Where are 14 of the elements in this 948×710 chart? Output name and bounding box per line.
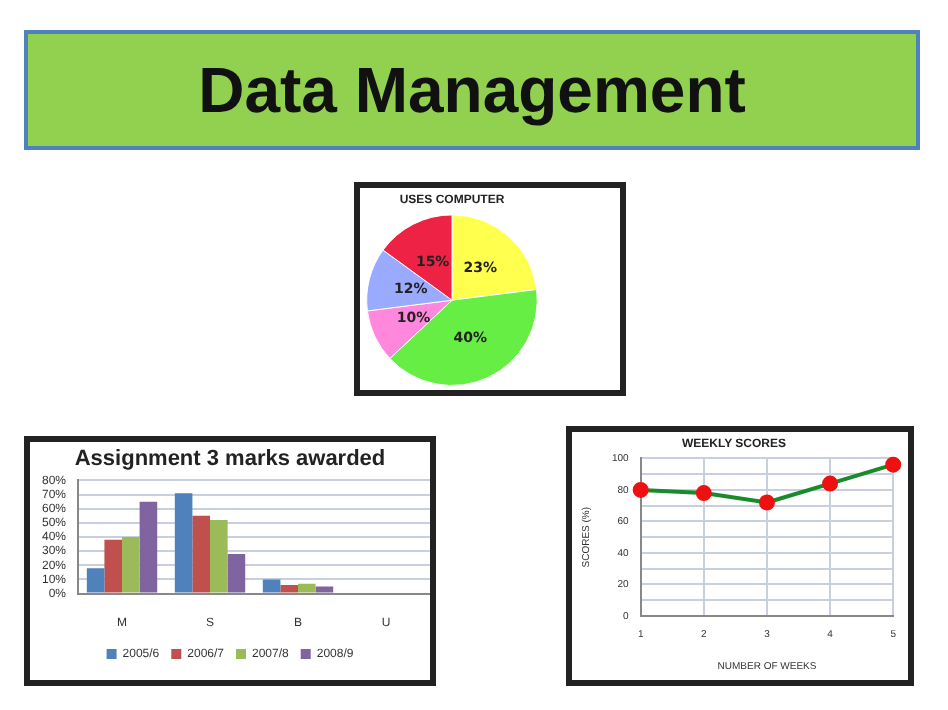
bar <box>104 539 123 593</box>
bar <box>262 579 281 593</box>
bar <box>139 501 158 593</box>
text: Data Management <box>198 53 746 127</box>
bar <box>210 520 228 593</box>
bar <box>315 586 334 593</box>
bar <box>86 568 105 593</box>
chart-title: Assignment 3 marks awarded <box>74 447 386 472</box>
bar <box>280 585 299 593</box>
bar <box>174 493 193 593</box>
bar <box>122 537 140 593</box>
bar <box>298 583 316 593</box>
bar <box>227 553 246 593</box>
bar <box>192 515 211 593</box>
